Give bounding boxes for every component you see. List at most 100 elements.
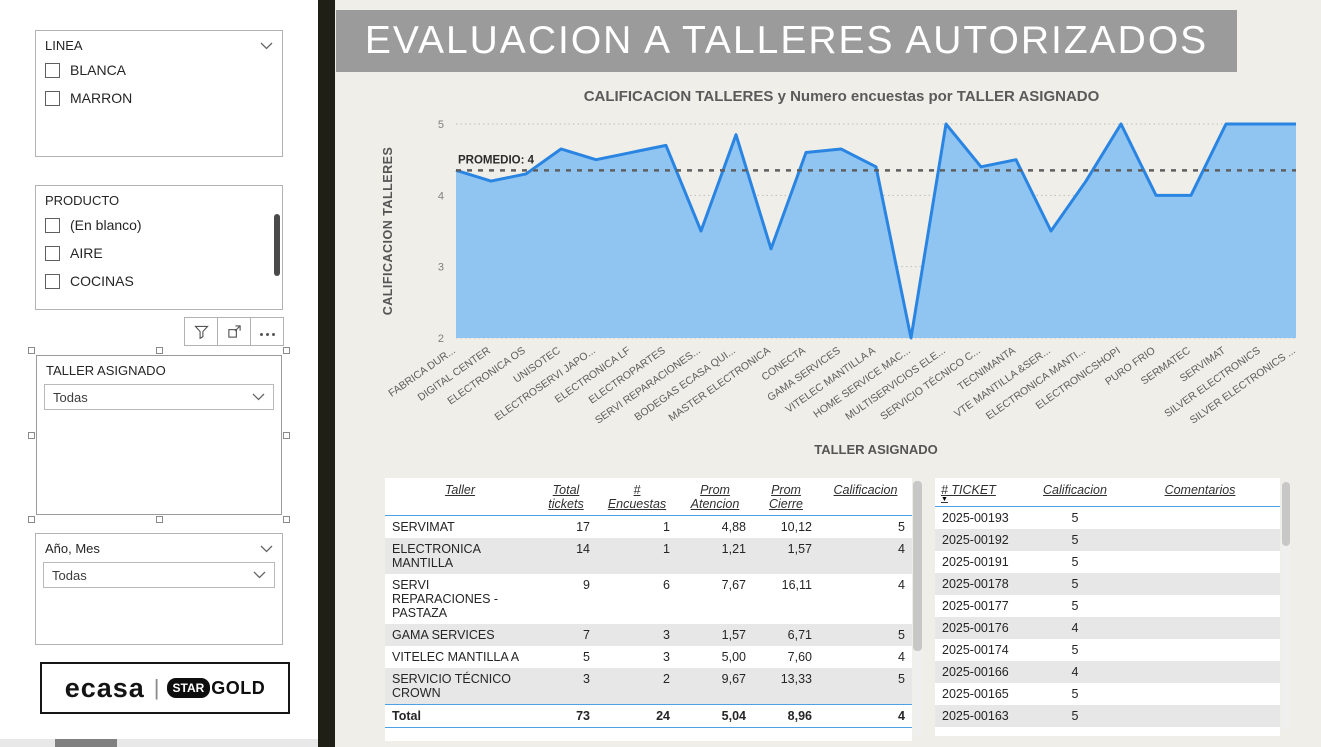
y-tick-label: 5 xyxy=(438,119,444,131)
cell: 5 xyxy=(1071,599,1079,613)
cell: ELECTRONICA MANTILLA xyxy=(392,542,481,570)
selection-handle[interactable] xyxy=(283,432,290,439)
column-header[interactable]: Taller xyxy=(444,483,476,497)
chart-title: CALIFICACION TALLERES y Numero encuestas… xyxy=(583,88,1100,105)
cell: 5 xyxy=(1071,533,1079,547)
cell: 5 xyxy=(1071,709,1079,723)
selection-handle[interactable] xyxy=(28,516,35,523)
table-row[interactable]: VITELEC MANTILLA A 5 3 5,00 7,60 4 xyxy=(385,646,912,668)
sort-descending-icon[interactable]: ▼ xyxy=(941,496,948,503)
table-row[interactable]: 2025-00166 4 xyxy=(935,661,1280,683)
column-header[interactable]: Calificacion xyxy=(833,483,898,497)
star-badge: STAR xyxy=(166,678,211,698)
cell: 5 xyxy=(1071,687,1079,701)
column-header[interactable]: Prom Atencion xyxy=(690,483,740,511)
column-header[interactable]: Prom Cierre xyxy=(768,483,804,511)
scrollbar-thumb[interactable] xyxy=(913,481,922,651)
cell: 9 xyxy=(583,578,590,592)
fecha-slicer-title: Año, Mes xyxy=(45,541,100,556)
cell xyxy=(1120,507,1280,530)
linea-slicer-title: LINEA xyxy=(45,38,83,53)
table-row[interactable]: 2025-00177 5 xyxy=(935,595,1280,617)
cell: 4 xyxy=(1071,621,1079,635)
producto-option[interactable]: COCINAS xyxy=(36,267,282,295)
calificacion-area xyxy=(456,124,1296,338)
scrollbar-thumb[interactable] xyxy=(55,739,117,747)
promedio-label: PROMEDIO: 4 xyxy=(458,154,535,166)
scrollbar-thumb[interactable] xyxy=(274,214,280,276)
producto-option-label: (En blanco) xyxy=(70,217,142,233)
linea-option[interactable]: BLANCA xyxy=(36,56,282,84)
column-header[interactable]: # Encuestas xyxy=(607,483,667,511)
selection-handle[interactable] xyxy=(156,516,163,523)
table-row[interactable]: 2025-00163 5 xyxy=(935,705,1280,727)
cell: 3 xyxy=(663,650,670,664)
cell: 5 xyxy=(1071,643,1079,657)
more-options-button[interactable] xyxy=(250,317,284,346)
cell: 5 xyxy=(898,672,905,686)
checkbox-icon[interactable] xyxy=(45,217,60,233)
report-title-banner: EVALUACION A TALLERES AUTORIZADOS xyxy=(336,10,1237,72)
checkbox-icon[interactable] xyxy=(45,273,60,289)
visual-header-toolbar xyxy=(184,317,284,346)
tickets-table-scrollbar[interactable] xyxy=(1282,482,1290,730)
cell: SERVI REPARACIONES - PASTAZA xyxy=(392,578,499,620)
column-header[interactable]: Comentarios xyxy=(1164,483,1236,497)
producto-slicer-title: PRODUCTO xyxy=(45,193,120,208)
table-row[interactable]: SERVICIO TÉCNICO CROWN 3 2 9,67 13,33 5 xyxy=(385,668,912,705)
cell: 9,67 xyxy=(721,672,746,686)
taller-dropdown-value: Todas xyxy=(53,389,88,405)
gold-text: GOLD xyxy=(211,677,266,698)
table-row[interactable]: SERVIMAT 17 1 4,88 10,12 5 xyxy=(385,516,912,539)
table-row[interactable]: SERVI REPARACIONES - PASTAZA 9 6 7,67 16,11 4 xyxy=(385,574,912,624)
table-row[interactable]: 2025-00193 5 xyxy=(935,507,1280,530)
column-header[interactable]: # TICKET ▼ xyxy=(935,478,1030,507)
chevron-down-icon[interactable] xyxy=(260,42,273,50)
linea-option[interactable]: MARRON xyxy=(36,84,282,112)
producto-option[interactable]: AIRE xyxy=(36,239,282,267)
table-row[interactable]: GAMA SERVICES 7 3 1,57 6,71 5 xyxy=(385,624,912,646)
table-row[interactable]: 2025-00191 5 xyxy=(935,551,1280,573)
table-row[interactable]: 2025-00192 5 xyxy=(935,529,1280,551)
total-cell: 24 xyxy=(597,704,677,728)
filter-button[interactable] xyxy=(184,317,218,346)
fecha-dropdown[interactable]: Todas xyxy=(43,562,275,588)
total-cell: 8,96 xyxy=(753,704,819,728)
logo-divider: | xyxy=(153,675,160,700)
selection-handle[interactable] xyxy=(28,347,35,354)
column-header[interactable]: Total tickets xyxy=(548,483,584,511)
table-row[interactable]: 2025-00178 5 xyxy=(935,573,1280,595)
taller-dropdown[interactable]: Todas xyxy=(44,384,274,410)
selection-handle[interactable] xyxy=(283,516,290,523)
ellipsis-icon xyxy=(258,323,276,341)
cell xyxy=(1120,683,1280,705)
checkbox-icon[interactable] xyxy=(45,245,60,261)
cell: 5 xyxy=(1071,577,1079,591)
cell: 2025-00178 xyxy=(942,577,1009,591)
table-row[interactable]: 2025-00165 5 xyxy=(935,683,1280,705)
summary-table-scrollbar[interactable] xyxy=(913,481,922,737)
cell: SERVICIO TÉCNICO CROWN xyxy=(392,672,512,700)
horizontal-scrollbar[interactable] xyxy=(0,739,318,747)
selection-handle[interactable] xyxy=(283,347,290,354)
selection-handle[interactable] xyxy=(156,347,163,354)
checkbox-icon[interactable] xyxy=(45,90,60,106)
selection-handle[interactable] xyxy=(28,432,35,439)
chevron-down-icon[interactable] xyxy=(260,545,273,553)
scrollbar-thumb[interactable] xyxy=(1282,482,1290,546)
cell: 2025-00163 xyxy=(942,709,1009,723)
cell: 5 xyxy=(1071,555,1079,569)
table-row[interactable]: ELECTRONICA MANTILLA 14 1 1,21 1,57 4 xyxy=(385,538,912,574)
table-row[interactable]: 2025-00176 4 xyxy=(935,617,1280,639)
ecasa-brand-text: ecasa xyxy=(64,672,145,703)
producto-option[interactable]: (En blanco) xyxy=(36,211,282,239)
column-header[interactable]: Calificacion xyxy=(1043,483,1107,497)
cell: 6,71 xyxy=(787,628,812,642)
focus-mode-button[interactable] xyxy=(217,317,251,346)
checkbox-icon[interactable] xyxy=(45,62,60,78)
cell: 3 xyxy=(663,628,670,642)
table-row[interactable]: 2025-00174 5 xyxy=(935,639,1280,661)
cell: 5 xyxy=(1071,511,1079,525)
cell: 6 xyxy=(663,578,670,592)
